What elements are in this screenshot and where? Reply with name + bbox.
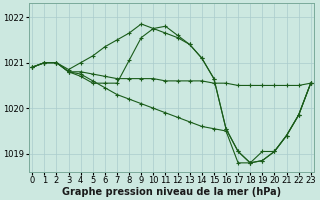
X-axis label: Graphe pression niveau de la mer (hPa): Graphe pression niveau de la mer (hPa) xyxy=(62,187,281,197)
